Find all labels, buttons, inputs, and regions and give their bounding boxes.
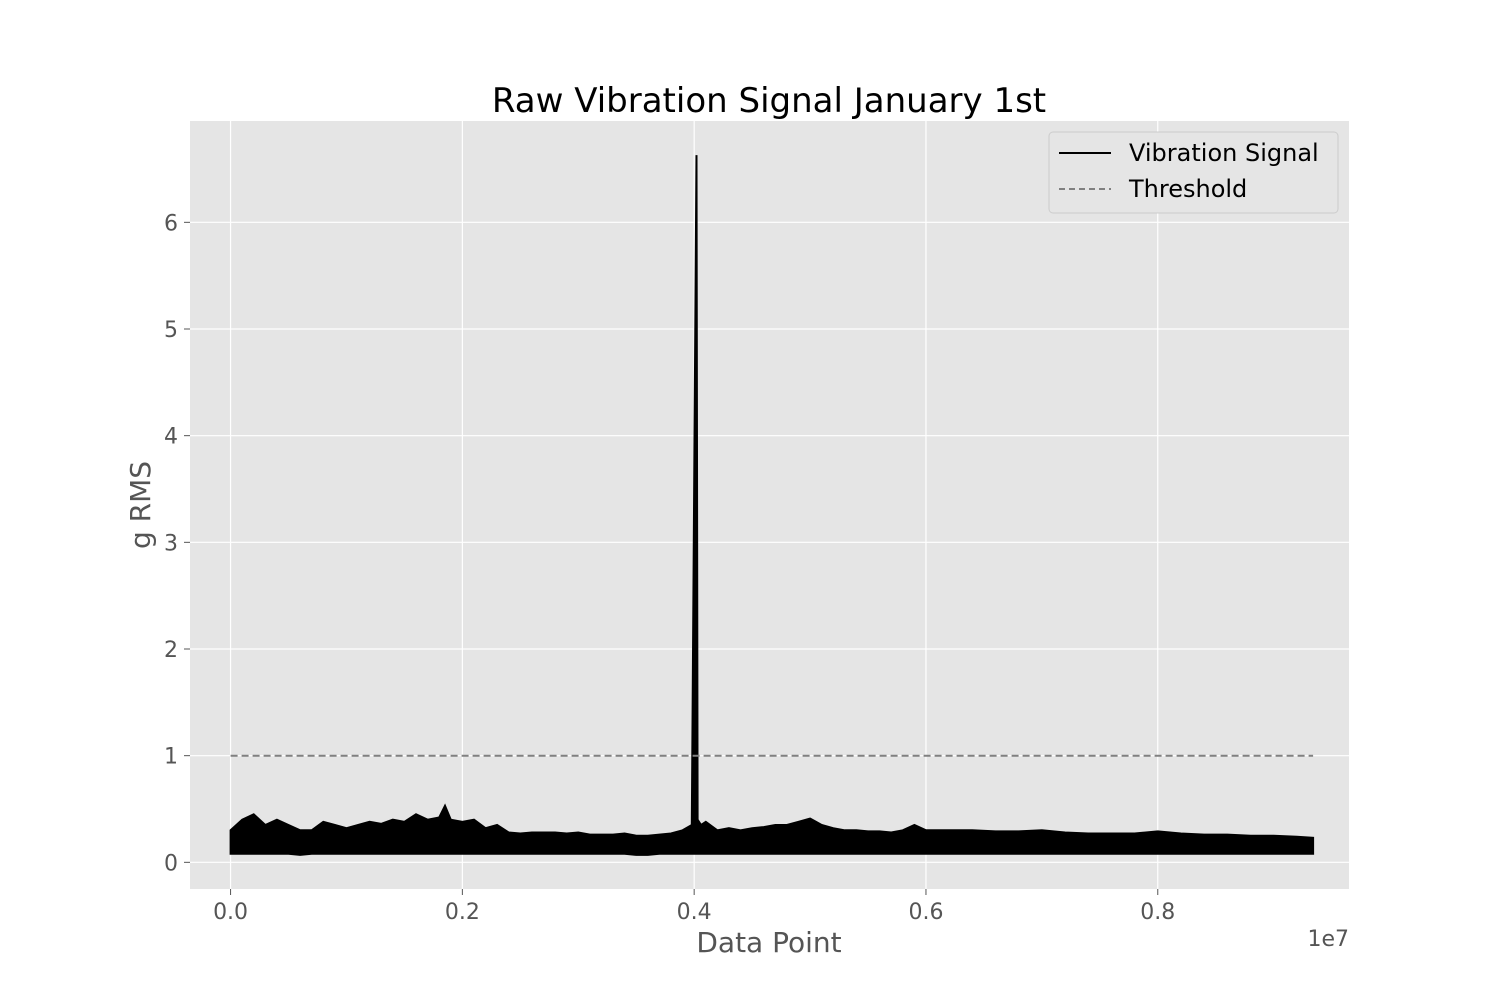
x-axis-label: Data Point	[696, 926, 841, 959]
legend: Vibration Signal Threshold	[1048, 131, 1339, 214]
plot-area	[190, 121, 1349, 889]
legend-box	[1048, 131, 1339, 214]
y-tick-label: 1	[164, 745, 178, 770]
y-tick-label: 3	[164, 531, 178, 556]
legend-label-threshold: Threshold	[1128, 175, 1247, 203]
y-tick-label: 4	[164, 425, 178, 450]
series-layer	[229, 155, 1315, 856]
x-tick-label: 0.2	[445, 900, 480, 925]
y-tick-label: 2	[164, 638, 178, 663]
tick-layer: 0.0 0.2 0.4 0.6 0.8 0 1 2 3 4 5 6	[164, 211, 1175, 925]
legend-label-vibration-signal: Vibration Signal	[1129, 139, 1319, 167]
x-tick-label: 0.4	[677, 900, 712, 925]
grid-lines	[190, 121, 1349, 889]
x-tick-label: 0.6	[908, 900, 943, 925]
chart-title: Raw Vibration Signal January 1st	[492, 81, 1046, 121]
vibration-signal-line	[229, 155, 1315, 856]
x-offset-label: 1e7	[1307, 927, 1349, 952]
y-tick-label: 5	[164, 318, 178, 343]
x-tick-label: 0.8	[1140, 900, 1175, 925]
y-tick-label: 6	[164, 211, 178, 236]
y-tick-label: 0	[164, 851, 178, 876]
x-tick-label: 0.0	[213, 900, 248, 925]
y-axis-label: g RMS	[124, 461, 157, 549]
